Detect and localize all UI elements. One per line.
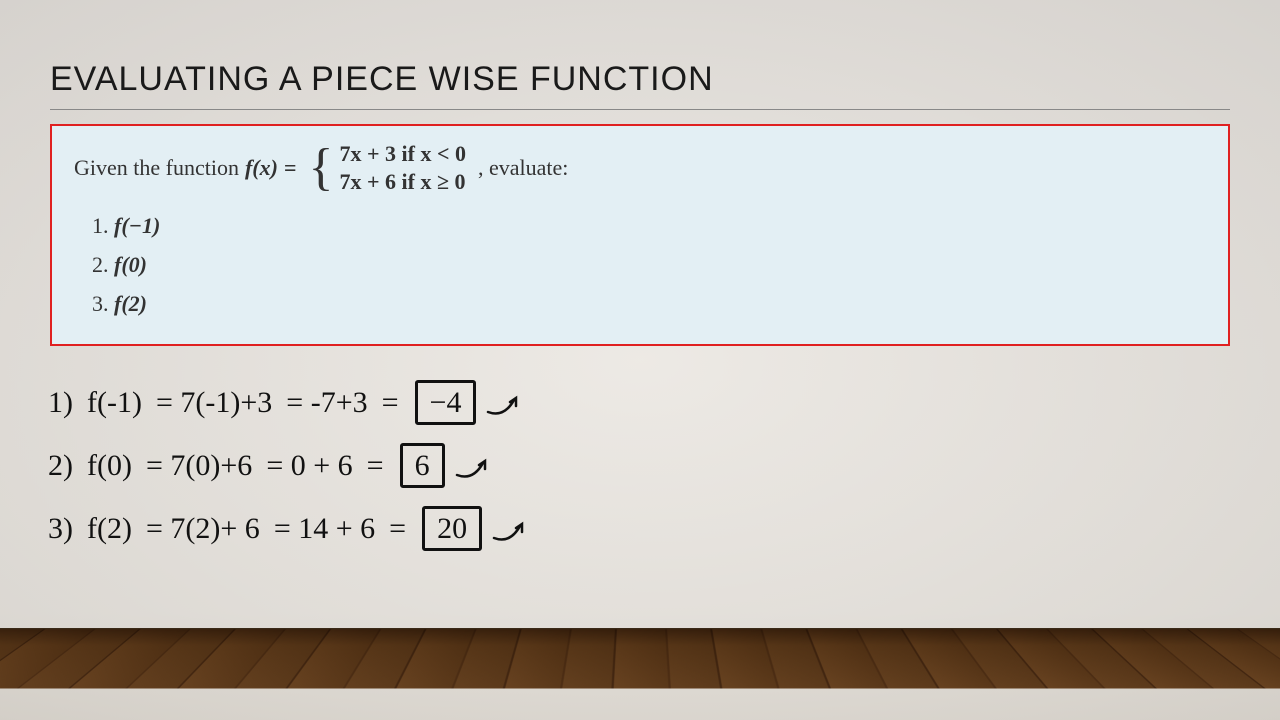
case-1: 7x + 3 if x < 0 — [339, 140, 466, 168]
slide-content: EVALUATING A PIECE WISE FUNCTION Given t… — [0, 0, 1280, 720]
evaluate-suffix: , evaluate: — [478, 151, 568, 184]
problem-definition: Given the function f(x) = { 7x + 3 if x … — [74, 140, 1206, 195]
q2-number: 2. — [92, 252, 109, 277]
equals-sign: = — [284, 151, 297, 184]
w2-tail-icon — [461, 455, 493, 477]
w1-eq1: = 7(-1)+3 — [156, 388, 272, 418]
w3-eq3: = — [389, 514, 406, 544]
w1-eq3: = — [382, 388, 399, 418]
work-line-3: 3) f(2) = 7(2)+ 6 = 14 + 6 = 20 — [48, 506, 530, 551]
piecewise-cases: { 7x + 3 if x < 0 7x + 6 if x ≥ 0 — [309, 140, 466, 195]
w1-num: 1) — [48, 388, 73, 418]
w2-eq1: = 7(0)+6 — [146, 451, 252, 481]
w3-tail-icon — [498, 518, 530, 540]
question-list: 1. f(−1) 2. f(0) 3. f(2) — [92, 209, 1206, 320]
q1-number: 1. — [92, 213, 109, 238]
w3-answer: 20 — [422, 506, 482, 551]
w1-left: f(-1) — [87, 388, 142, 418]
handwritten-work: 1) f(-1) = 7(-1)+3 = -7+3 = −4 2) f(0) =… — [48, 362, 530, 569]
q3-text: f(2) — [114, 291, 147, 316]
w3-eq1: = 7(2)+ 6 — [146, 514, 260, 544]
w2-eq2: = 0 + 6 — [266, 451, 352, 481]
question-3: 3. f(2) — [92, 287, 1206, 320]
w1-tail-icon — [492, 392, 524, 414]
w2-left: f(0) — [87, 451, 132, 481]
w2-eq3: = — [367, 451, 384, 481]
question-1: 1. f(−1) — [92, 209, 1206, 242]
w3-eq2: = 14 + 6 — [274, 514, 375, 544]
q3-number: 3. — [92, 291, 109, 316]
left-brace: { — [309, 147, 334, 189]
w1-answer: −4 — [415, 380, 477, 425]
w2-num: 2) — [48, 451, 73, 481]
w1-eq2: = -7+3 — [286, 388, 367, 418]
work-line-2: 2) f(0) = 7(0)+6 = 0 + 6 = 6 — [48, 443, 530, 488]
w2-answer: 6 — [400, 443, 445, 488]
slide-title: EVALUATING A PIECE WISE FUNCTION — [50, 60, 1230, 110]
q1-text: f(−1) — [114, 213, 160, 238]
w3-left: f(2) — [87, 514, 132, 544]
w3-num: 3) — [48, 514, 73, 544]
q2-text: f(0) — [114, 252, 147, 277]
question-2: 2. f(0) — [92, 248, 1206, 281]
case-2: 7x + 6 if x ≥ 0 — [339, 168, 466, 196]
work-line-1: 1) f(-1) = 7(-1)+3 = -7+3 = −4 — [48, 380, 530, 425]
problem-box: Given the function f(x) = { 7x + 3 if x … — [50, 124, 1230, 346]
f-of-x: f(x) — [245, 151, 278, 184]
given-prefix: Given the function — [74, 151, 239, 184]
